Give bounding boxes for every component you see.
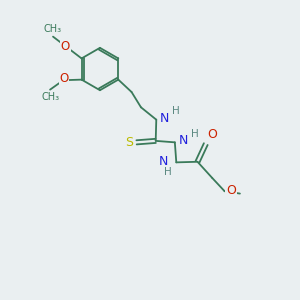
Text: CH₃: CH₃ (44, 24, 62, 34)
Text: N: N (159, 155, 168, 168)
Text: S: S (126, 136, 134, 149)
Text: CH₃: CH₃ (41, 92, 59, 102)
Text: O: O (59, 72, 68, 85)
Text: H: H (172, 106, 180, 116)
Text: N: N (160, 112, 169, 125)
Text: O: O (226, 184, 236, 196)
Text: O: O (61, 40, 70, 52)
Text: O: O (207, 128, 217, 141)
Text: H: H (164, 167, 172, 177)
Text: H: H (191, 129, 199, 139)
Text: N: N (178, 134, 188, 147)
